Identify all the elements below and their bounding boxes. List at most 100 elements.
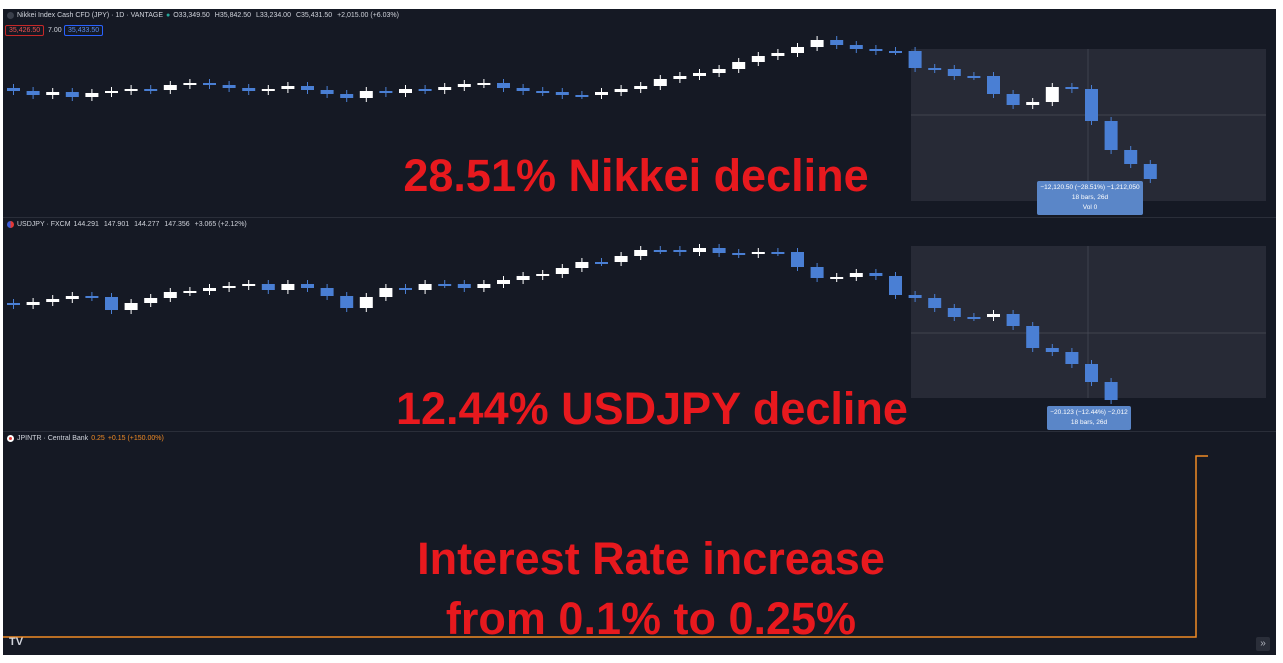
candle [124, 89, 138, 91]
double-chevron-right-icon[interactable]: » [1256, 637, 1270, 651]
candle [301, 86, 314, 90]
candle [26, 302, 40, 305]
candle [555, 268, 569, 274]
candle [379, 288, 393, 297]
candle [987, 314, 1000, 317]
measure-line-3: Vol 0 [1082, 204, 1098, 211]
candle [124, 303, 138, 310]
chart-window: Nikkei Index Cash CFD (JPY) · 1D · VANTA… [3, 9, 1276, 655]
measure-line-1: −12,120.50 (−28.51%) −1,212,050 [1040, 184, 1140, 191]
candle [144, 89, 158, 91]
candle [947, 308, 961, 317]
sell-price-button[interactable]: 35,426.50 [5, 25, 45, 36]
tradingview-logo[interactable]: TV [9, 636, 24, 648]
candle [203, 288, 216, 291]
candle [712, 69, 726, 73]
candle [987, 76, 1000, 94]
candle [497, 83, 510, 88]
nikkei-title[interactable]: Nikkei Index Cash CFD (JPY) · 1D · VANTA… [17, 12, 163, 19]
rate-title[interactable]: JPINTR · Central Bank [17, 435, 89, 442]
currency-flag-icon [7, 221, 14, 228]
candle [830, 40, 844, 45]
candle [634, 86, 648, 89]
candle [359, 297, 373, 308]
rate-pane[interactable]: JPINTR · Central Bank 0.25 +0.15 (+150.0… [3, 432, 1276, 655]
candle [1124, 150, 1138, 164]
candle [281, 284, 295, 290]
candle [810, 40, 824, 47]
candle [65, 296, 79, 299]
candle [771, 252, 785, 254]
candle [673, 250, 687, 252]
candle [222, 85, 236, 88]
candle [1006, 314, 1020, 326]
candle [1065, 352, 1079, 364]
candle [1045, 348, 1059, 352]
nikkei-close: C35,431.50 [295, 12, 333, 19]
candle [614, 256, 628, 262]
candle [653, 79, 667, 86]
candle [967, 317, 981, 319]
candle [947, 69, 961, 76]
candle [1006, 94, 1020, 105]
candle [516, 276, 530, 280]
candle [1026, 102, 1040, 105]
candle [65, 92, 79, 97]
candle [163, 292, 177, 298]
candle [771, 53, 785, 56]
candle [791, 47, 804, 53]
candle [457, 284, 471, 288]
usdjpy-pane[interactable]: USDJPY · FXCM 144.291 147.901 144.277 14… [3, 218, 1276, 431]
usdjpy-annotation: 12.44% USDJPY decline [396, 383, 908, 431]
candle [810, 267, 824, 278]
measure-line-1: −20.123 (−12.44%) −2,012 [1050, 409, 1128, 416]
measure-selection[interactable] [911, 49, 1266, 201]
buy-price-button[interactable]: 35,433.50 [64, 25, 104, 36]
candle [163, 85, 177, 90]
candle [340, 94, 354, 98]
usdjpy-open: 144.291 [73, 221, 99, 228]
candle [1085, 89, 1098, 121]
candle [105, 297, 118, 310]
candle [281, 86, 295, 89]
candle [908, 295, 922, 298]
rate-annotation-line-2: from 0.1% to 0.25% [445, 593, 857, 644]
candle [457, 84, 471, 87]
rate-legend: JPINTR · Central Bank 0.25 +0.15 (+150.0… [7, 435, 164, 442]
candle [908, 51, 922, 68]
pane-divider[interactable] [3, 431, 1276, 432]
pane-divider[interactable] [3, 217, 1276, 218]
candle [497, 280, 510, 284]
rate-line-chart [3, 455, 1208, 638]
nikkei-candles [7, 36, 1266, 201]
candle [928, 68, 942, 70]
candle [26, 91, 40, 95]
candle [359, 91, 373, 98]
candle [751, 252, 765, 254]
usdjpy-high: 147.901 [103, 221, 130, 228]
candle [1085, 364, 1098, 382]
japan-flag-icon [7, 435, 14, 442]
nikkei-legend: Nikkei Index Cash CFD (JPY) · 1D · VANTA… [7, 12, 402, 19]
candle [967, 76, 981, 78]
candle [7, 88, 20, 91]
candle [889, 51, 902, 53]
candle [673, 76, 687, 79]
candle [653, 250, 667, 252]
nikkei-change: +2,015.00 (+6.03%) [337, 12, 399, 19]
candle [849, 45, 863, 49]
candle [575, 262, 589, 268]
usdjpy-title[interactable]: USDJPY · FXCM [17, 221, 71, 228]
candle [1104, 382, 1118, 400]
candle [928, 298, 942, 308]
rate-annotation-line-1: Interest Rate increase [417, 533, 885, 584]
rate-change: +0.15 (+150.00%) [107, 435, 164, 442]
candle [46, 92, 60, 95]
nikkei-measure-label: −12,120.50 (−28.51%) −1,212,050 18 bars,… [1037, 181, 1143, 215]
candle [399, 89, 412, 93]
nikkei-open: O33,349.50 [173, 12, 210, 19]
candle [399, 288, 412, 290]
nikkei-pane[interactable]: Nikkei Index Cash CFD (JPY) · 1D · VANTA… [3, 9, 1276, 217]
candle [889, 276, 902, 295]
candle [555, 92, 569, 95]
